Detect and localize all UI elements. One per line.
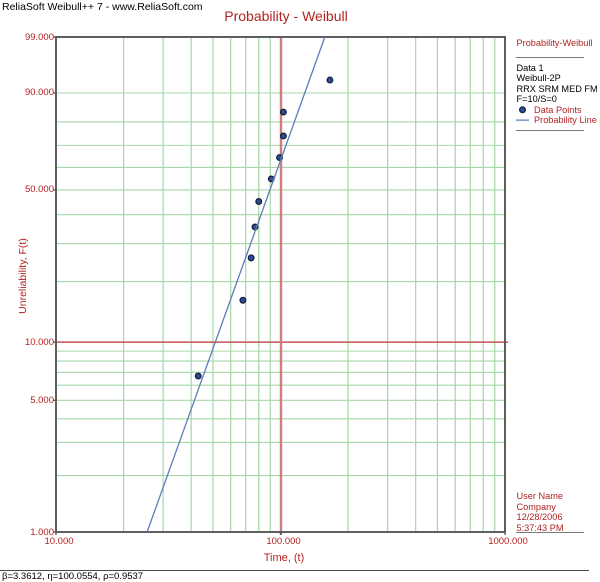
side-panel-info-line: Weibull-2P xyxy=(516,73,561,84)
y-tick-label: 10.000 xyxy=(24,336,54,348)
side-panel-heading: Probability-Weibull xyxy=(516,37,593,48)
side-panel-separator-top xyxy=(516,56,584,58)
fit-results-text: β=3.3612, η=100.0554, ρ=0.9537 xyxy=(2,570,144,582)
side-panel-separator-bottom xyxy=(516,130,584,132)
side-panel-info-line: Data 1 xyxy=(516,62,544,73)
app-header-title: ReliaSoft Weibull++ 7 - www.ReliaSoft.co… xyxy=(2,1,203,13)
plot-title: Probability - Weibull xyxy=(224,8,348,24)
y-tick-label: 50.000 xyxy=(24,184,54,196)
probability-line xyxy=(146,36,326,533)
x-tick-label: 1000.000 xyxy=(488,535,528,547)
data-point xyxy=(279,132,287,140)
data-point xyxy=(194,372,202,380)
legend-data-points-marker xyxy=(518,106,526,114)
y-tick-label: 99.000 xyxy=(24,31,54,43)
legend-label-probability-line: Probability Line xyxy=(534,115,597,125)
legend-label-data-points: Data Points xyxy=(534,104,582,115)
date-text: 12/28/2006 xyxy=(516,512,563,523)
user-name-text: User Name xyxy=(516,491,563,502)
y-tick-label: 1.000 xyxy=(30,526,54,538)
data-point xyxy=(326,76,334,84)
y-axis-title: Unreliability, F(t) xyxy=(17,238,29,314)
side-panel-info-line: RRX SRM MED FM xyxy=(516,83,598,94)
y-tick-label: 5.000 xyxy=(30,394,54,406)
company-text: Company xyxy=(516,501,556,512)
x-tick-label: 10.000 xyxy=(44,535,74,547)
data-point xyxy=(247,254,255,262)
x-axis-title: Time, (t) xyxy=(263,552,305,564)
side-panel-info-line: F=10/S=0 xyxy=(516,93,557,104)
y-tick-label: 90.000 xyxy=(24,87,54,99)
data-point xyxy=(239,296,247,304)
data-point xyxy=(255,198,263,205)
time-text: 5:37:43 PM xyxy=(516,523,564,533)
side-panel-underline xyxy=(516,532,584,533)
x-tick-label: 100.000 xyxy=(266,535,301,547)
data-point xyxy=(279,108,287,116)
footer-separator xyxy=(0,569,589,571)
